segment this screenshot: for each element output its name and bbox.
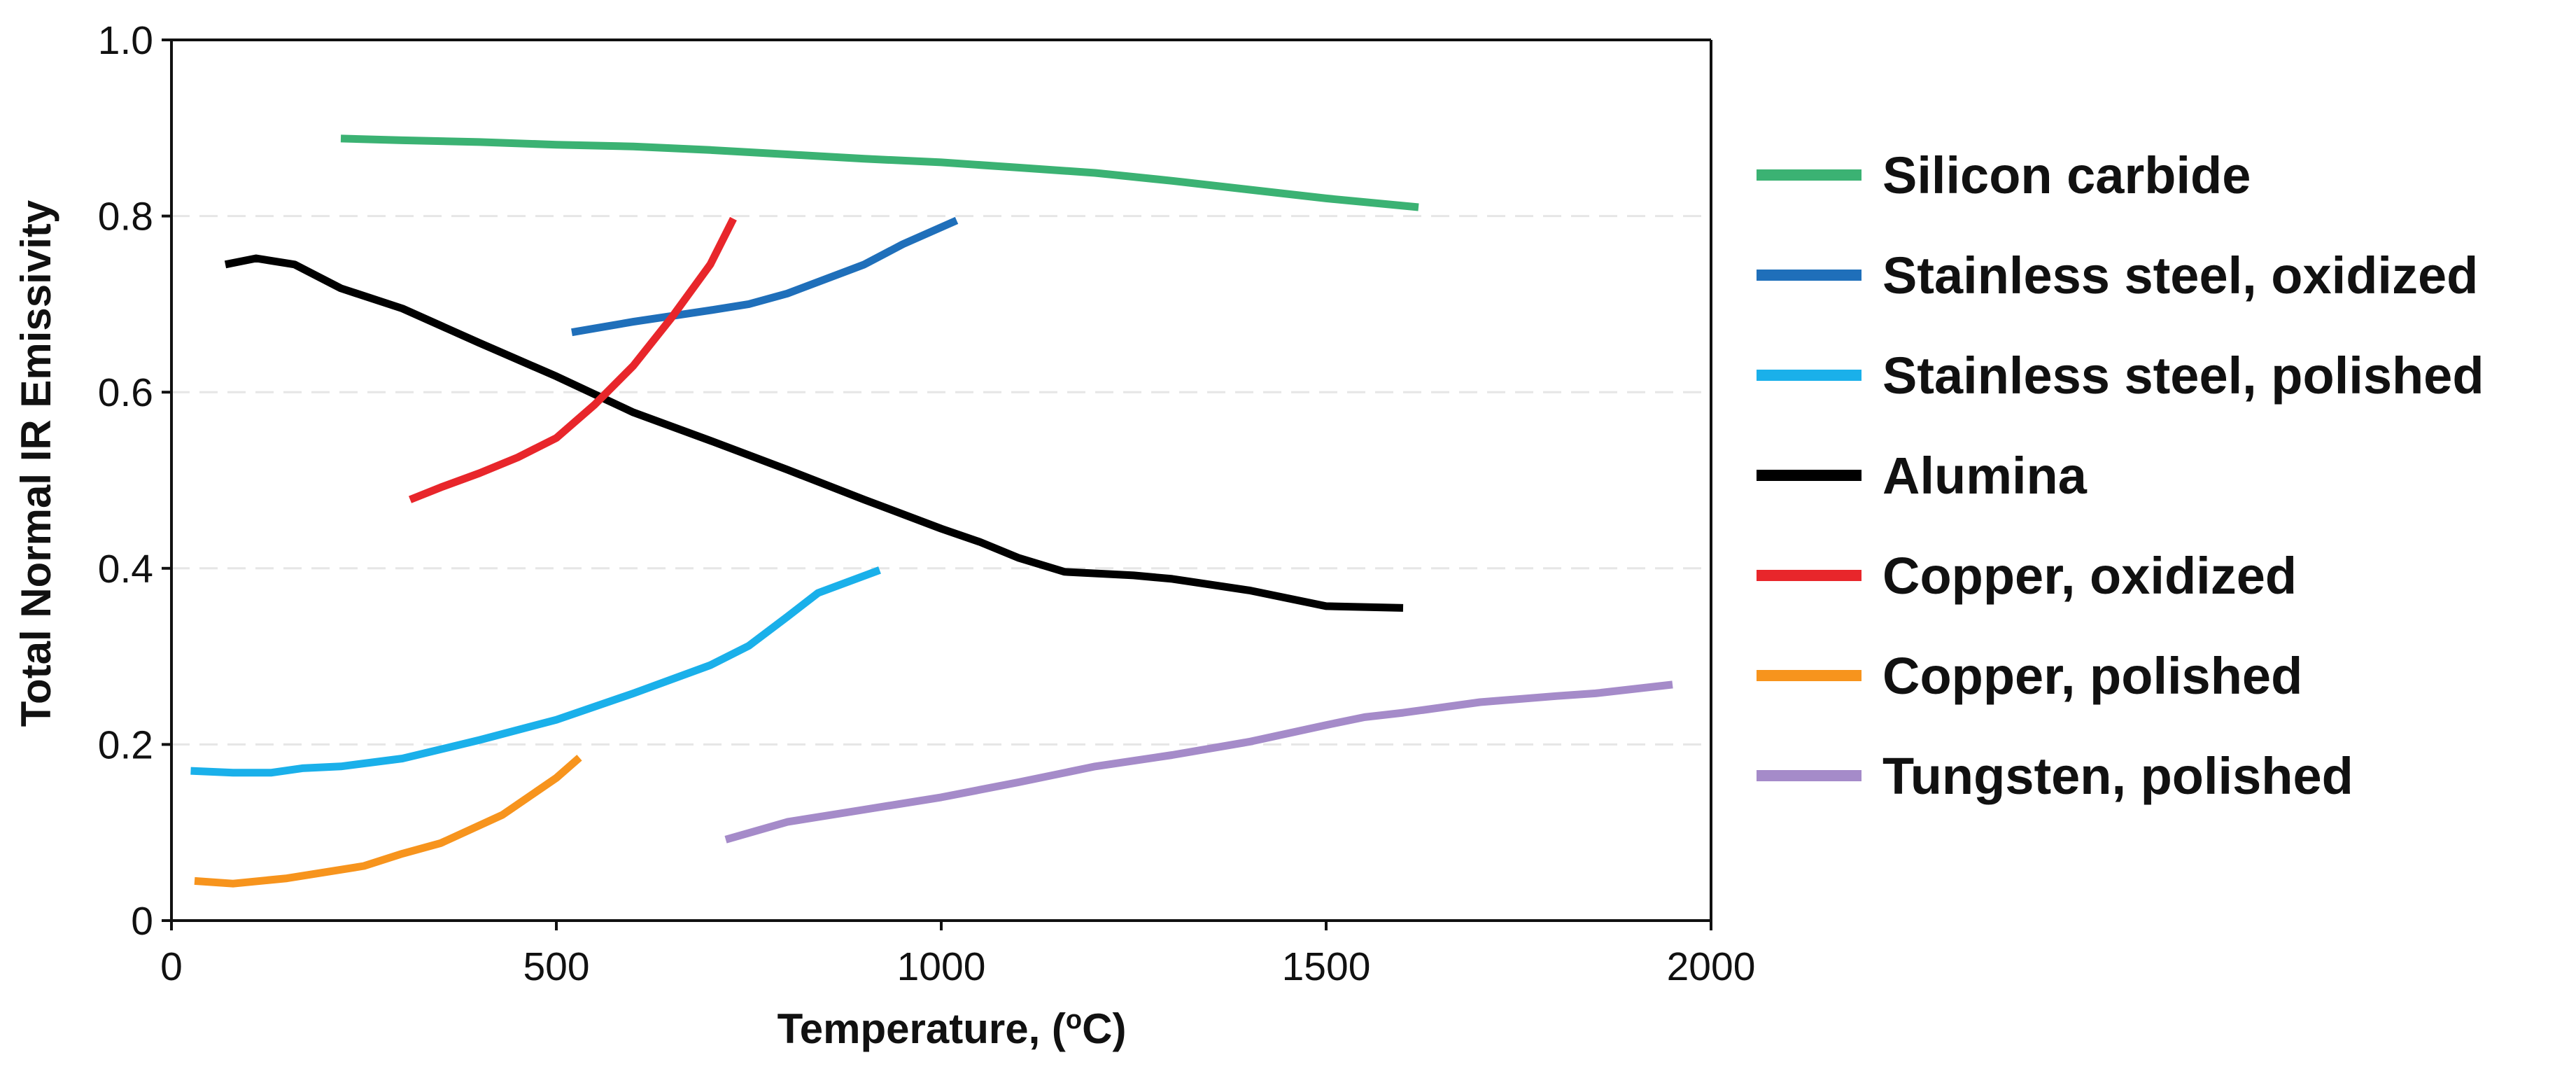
- legend-label-alumina: Alumina: [1882, 447, 2088, 505]
- x-axis-title-prefix: Temperature, (: [777, 1005, 1066, 1052]
- series-line-stainless-steel-polished: [190, 566, 881, 777]
- y-tick-label: 0.6: [98, 370, 153, 415]
- x-tick-label: 500: [523, 944, 589, 989]
- gridlines: [171, 215, 1711, 746]
- x-axis-title: Temperature, (oC): [777, 1005, 1127, 1052]
- y-tick-label: 0: [131, 899, 153, 944]
- x-axis-title-suffix: C): [1082, 1005, 1126, 1052]
- x-tick-label: 1000: [897, 944, 986, 989]
- legend-label-copper-oxidized: Copper, oxidized: [1882, 547, 2297, 605]
- series-line-silicon-carbide: [340, 134, 1419, 211]
- series-line-alumina: [224, 254, 1404, 612]
- legend-label-silicon-carbide: Silicon carbide: [1882, 146, 2251, 204]
- y-tick-label: 1.0: [98, 18, 153, 63]
- series-lines: [190, 134, 1673, 888]
- x-tick-label: 2000: [1667, 944, 1756, 989]
- series-line-tungsten-polished: [724, 680, 1673, 844]
- series-line-stainless-steel-oxidized: [571, 216, 959, 337]
- x-tick-label: 1500: [1282, 944, 1371, 989]
- y-tick-label: 0.8: [98, 195, 153, 239]
- y-tick-label: 0.2: [98, 722, 153, 767]
- legend-label-copper-polished: Copper, polished: [1882, 647, 2302, 705]
- series-line-copper-oxidized: [408, 216, 737, 503]
- x-tick-label: 0: [160, 944, 183, 989]
- legend: Silicon carbide Stainless steel, oxidized…: [1757, 146, 2484, 805]
- y-tick-label: 0.4: [98, 547, 153, 592]
- series-line-copper-polished: [194, 755, 582, 888]
- x-axis-title-superscript: o: [1066, 1005, 1082, 1035]
- axes: 0 0.2 0.4 0.6 0.8 1.0 0 500 1000 1500 2000: [98, 18, 1756, 989]
- legend-label-tungsten-polished: Tungsten, polished: [1882, 747, 2353, 805]
- y-axis-title: Total Normal IR Emissivity: [13, 200, 59, 727]
- legend-label-stainless-steel-polished: Stainless steel, polished: [1882, 347, 2484, 405]
- legend-label-stainless-steel-oxidized: Stainless steel, oxidized: [1882, 246, 2478, 305]
